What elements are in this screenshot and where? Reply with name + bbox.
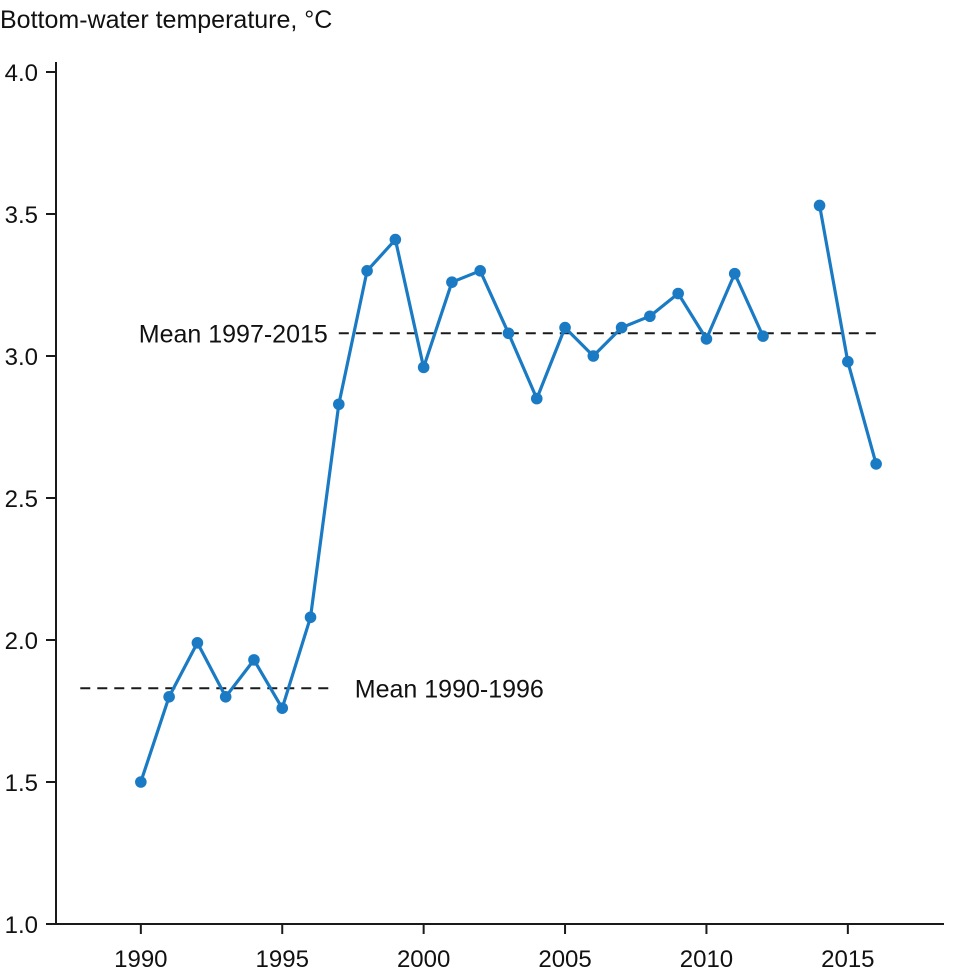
data-point — [502, 327, 515, 340]
data-point — [842, 355, 854, 368]
y-tick-label: 3.5 — [5, 202, 38, 229]
data-point — [728, 267, 741, 280]
x-tick-label: 2015 — [821, 946, 874, 973]
data-point — [248, 654, 260, 666]
data-series — [135, 199, 882, 788]
y-tick-label: 1.0 — [5, 912, 38, 939]
y-tick-label: 3.0 — [5, 344, 38, 371]
data-point — [446, 276, 458, 288]
data-point — [333, 398, 345, 411]
axis-ticks: 1990 1995 2000 2005 2010 2015 1.0 1.5 2.0 2.5 3.0 3… — [5, 60, 875, 973]
data-point — [191, 637, 204, 649]
data-point — [559, 321, 571, 334]
data-point — [219, 691, 232, 703]
data-point — [672, 287, 684, 300]
mean-lines: Mean 1990-1996 Mean 1997-2015 — [80, 320, 877, 703]
series-line — [818, 205, 878, 465]
data-point — [389, 233, 402, 246]
data-point — [361, 265, 373, 277]
data-point — [530, 392, 543, 405]
x-tick-label: 1995 — [256, 946, 309, 973]
data-point — [644, 310, 656, 323]
data-point — [587, 350, 600, 362]
data-point — [304, 611, 317, 624]
data-point — [615, 321, 628, 334]
data-point — [135, 776, 147, 788]
axes — [55, 62, 944, 925]
data-point — [870, 458, 882, 470]
y-tick-label: 1.5 — [5, 770, 38, 797]
data-point — [276, 702, 289, 714]
data-point — [813, 199, 826, 212]
data-point — [700, 333, 713, 345]
mean-label-1997-2015: Mean 1997-2015 — [139, 320, 328, 348]
x-tick-label: 1990 — [114, 946, 167, 973]
data-point — [474, 265, 487, 277]
y-tick-label: 4.0 — [5, 60, 38, 87]
y-tick-label: 2.5 — [5, 486, 38, 513]
data-point — [417, 361, 430, 374]
x-tick-label: 2010 — [680, 946, 733, 973]
y-axis-title: Bottom-water temperature, °C — [0, 6, 332, 34]
x-tick-label: 2005 — [538, 946, 591, 973]
data-point — [757, 330, 769, 342]
data-point — [163, 691, 175, 703]
x-tick-label: 2000 — [397, 946, 450, 973]
y-tick-label: 2.0 — [5, 628, 38, 655]
mean-label-1990-1996: Mean 1990-1996 — [355, 675, 544, 703]
